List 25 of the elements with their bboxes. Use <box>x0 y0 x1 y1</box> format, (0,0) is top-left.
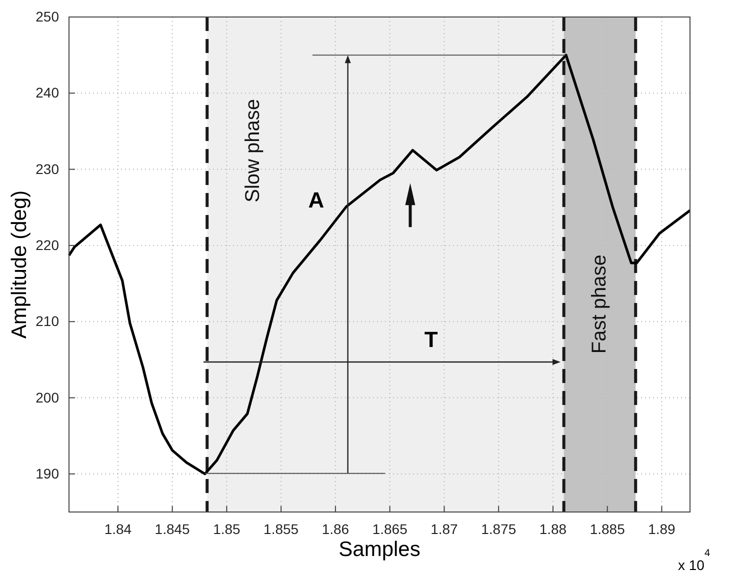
y-tick-label: 250 <box>36 8 60 24</box>
band-label: Fast phase <box>588 254 611 354</box>
x-tick-label: 1.87 <box>430 520 458 537</box>
y-tick-label: 220 <box>36 236 60 253</box>
y-tick-label: 240 <box>36 84 60 101</box>
x-axis-title: Samples <box>338 538 420 561</box>
y-tick-label: 210 <box>36 313 60 330</box>
x-tick-label: 1.84 <box>104 520 132 537</box>
y-tick-label: 190 <box>36 465 60 482</box>
y-axis-title: Amplitude (deg) <box>8 190 31 339</box>
x-tick-label: 1.85 <box>213 520 241 537</box>
x-tick-label: 1.885 <box>590 520 626 537</box>
band-label: Slow phase <box>242 98 264 202</box>
x-tick-label: 1.865 <box>372 520 408 537</box>
x-tick-label: 1.855 <box>264 520 299 537</box>
x-tick-label: 1.875 <box>481 520 516 537</box>
x-tick-label: 1.845 <box>154 520 190 537</box>
x-tick-label: 1.88 <box>539 520 567 537</box>
y-tick-label: 200 <box>36 389 60 406</box>
x-tick-label: 1.89 <box>648 520 676 537</box>
annotation: T <box>424 327 438 352</box>
annotation: A <box>308 188 324 213</box>
x-tick-label: 1.86 <box>322 520 350 537</box>
y-tick-label: 230 <box>36 160 60 177</box>
line-series <box>68 54 692 476</box>
